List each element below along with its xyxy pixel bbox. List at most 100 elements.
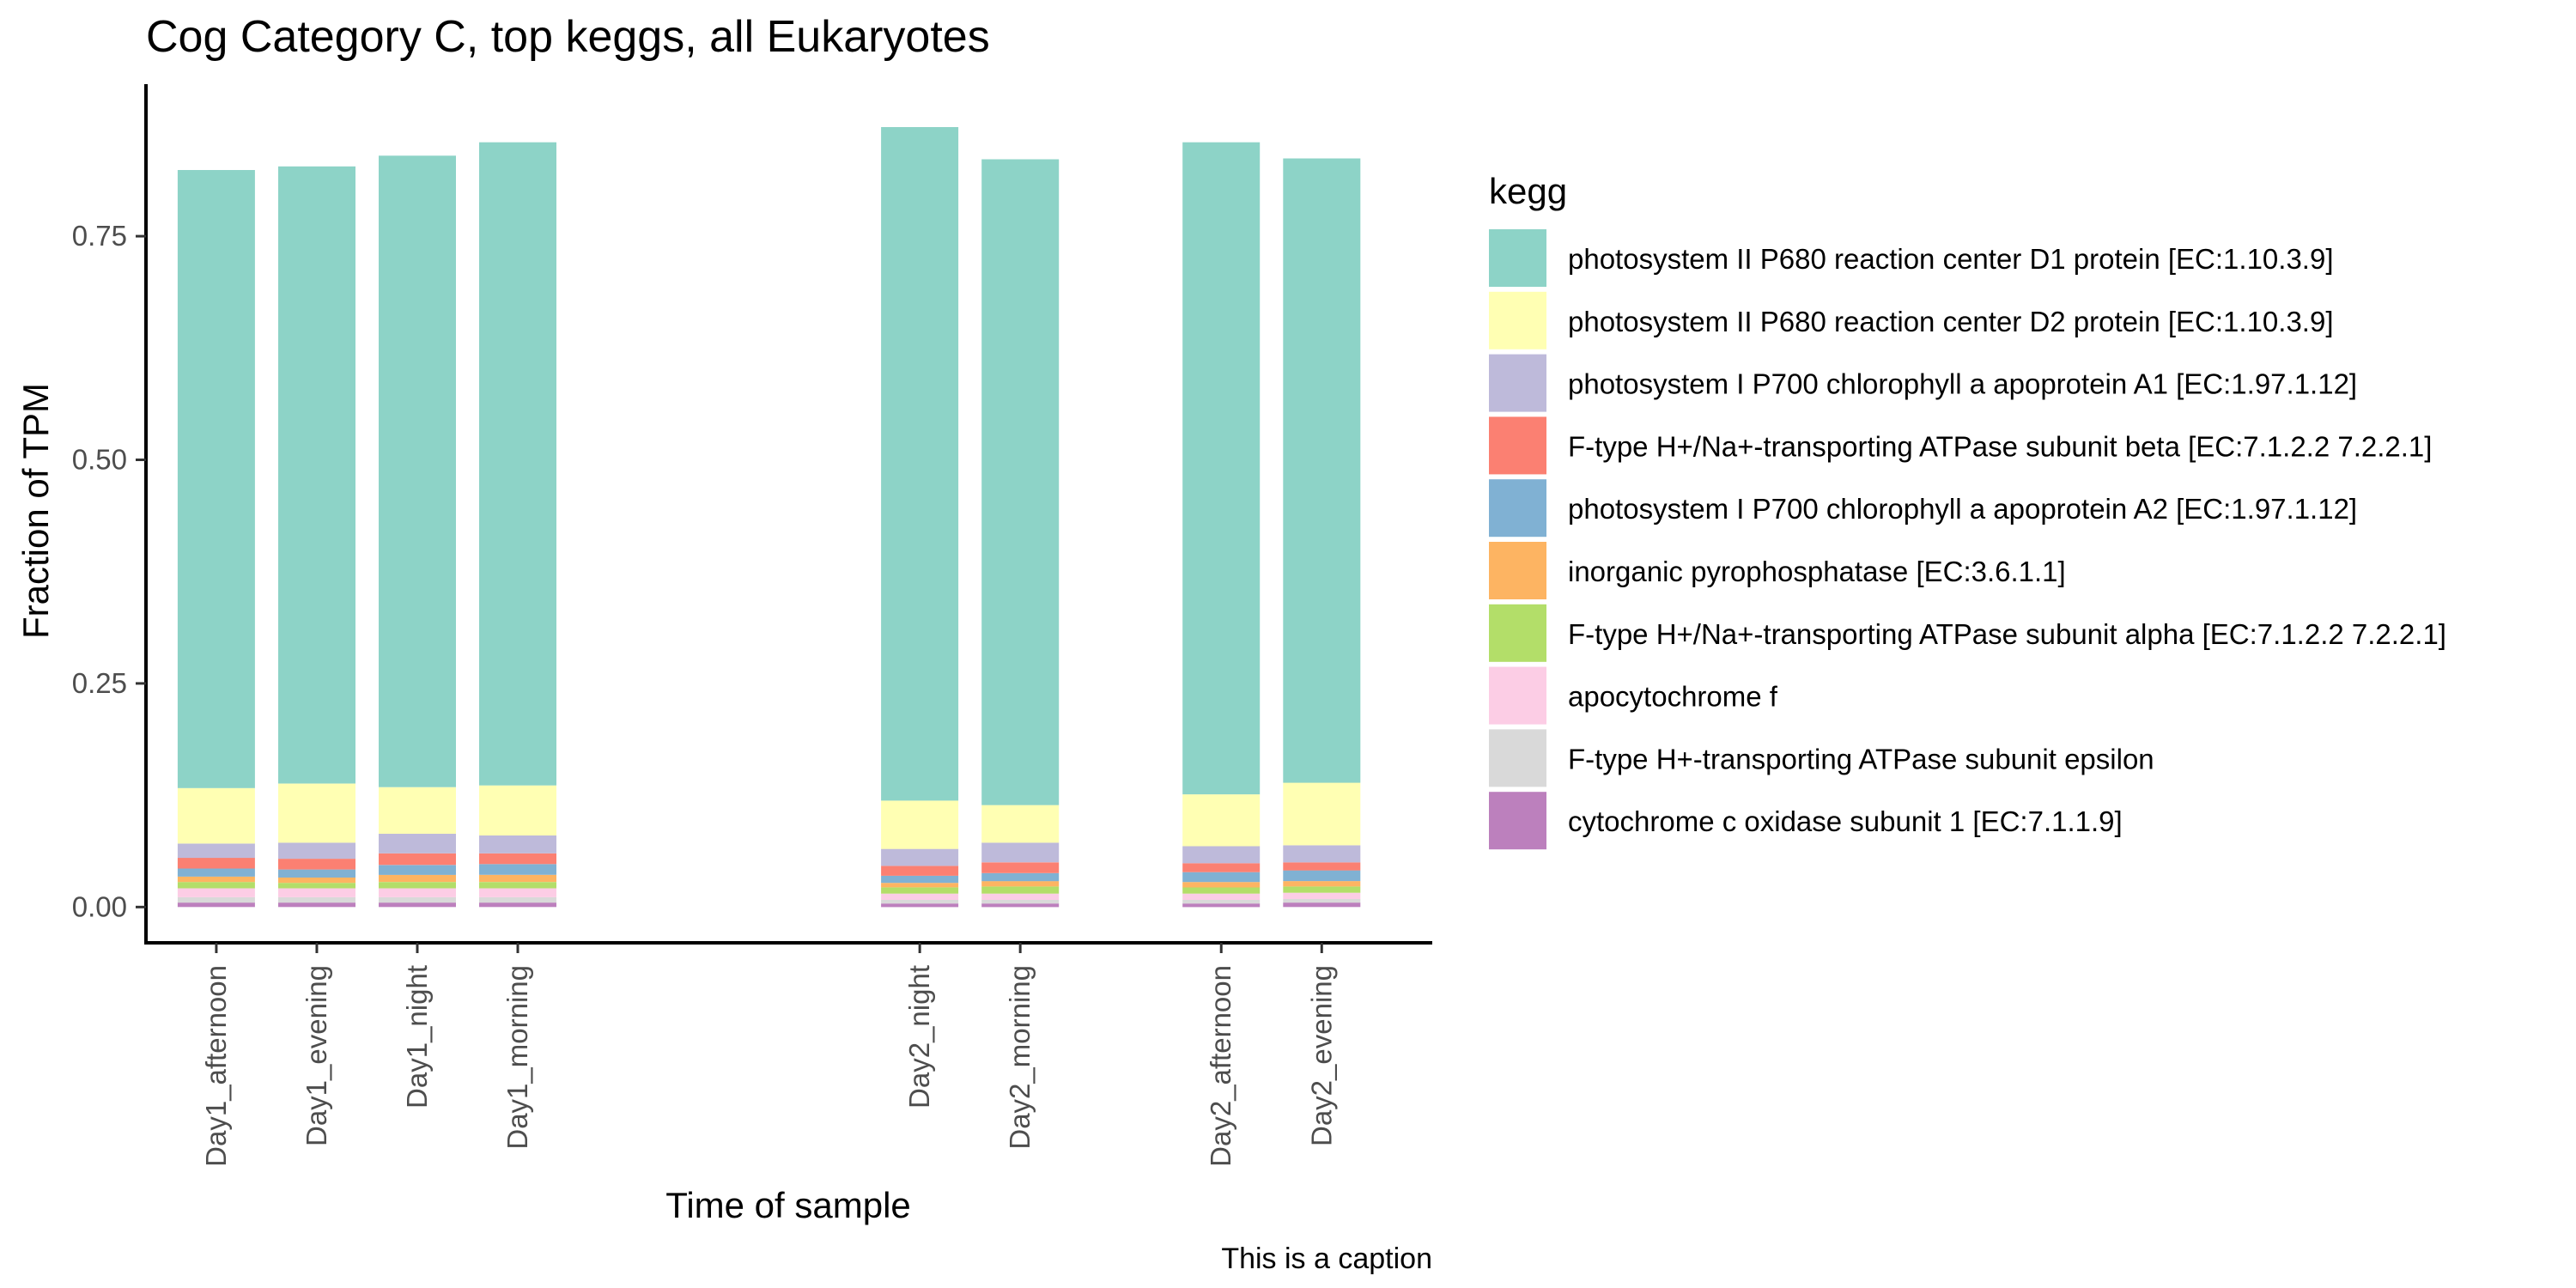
bar-segment [379,888,456,897]
legend-label: inorganic pyrophosphatase [EC:3.6.1.1] [1568,556,2066,587]
bar-segment [981,886,1060,894]
legend-swatch [1489,604,1546,662]
bar-segment [278,869,355,878]
bar-segment [881,903,959,908]
chart-title: Cog Category C, top keggs, all Eukaryote… [146,12,990,62]
bar-segment [177,902,255,908]
x-tick-label: Day1_night [401,965,433,1109]
bar-segment [278,888,355,897]
legend-label: F-type H+-transporting ATPase subunit ep… [1568,743,2154,775]
bar-segment [379,853,456,866]
bar-segment [177,170,255,788]
x-tick-label: Day1_afternoon [200,965,232,1167]
legend-item: F-type H+/Na+-transporting ATPase subuni… [1489,604,2446,662]
legend-label: cytochrome c oxidase subunit 1 [EC:7.1.1… [1568,805,2123,837]
bar-segment [1182,863,1261,872]
legend-swatch [1489,542,1546,599]
bar-segment [479,142,556,786]
bar-segment [479,785,556,835]
legend-item: cytochrome c oxidase subunit 1 [EC:7.1.1… [1489,792,2123,850]
bar-segment [881,900,959,904]
legend-item: inorganic pyrophosphatase [EC:3.6.1.1] [1489,542,2066,599]
bar-segment [1283,881,1361,887]
legend-swatch [1489,416,1546,475]
bar-segment [479,888,556,897]
bar-segment [177,888,255,897]
x-tick-label: Day2_afternoon [1205,965,1236,1167]
bar-segment [177,876,255,883]
bar-segment [881,893,959,900]
bar-segment [1283,782,1361,846]
bar-segment [881,848,959,866]
legend: kegg photosystem II P680 reaction center… [1489,171,2446,850]
bar-segment [479,853,556,865]
legend-swatch [1489,729,1546,787]
bar-segment [1182,794,1261,847]
bar-segment [379,833,456,854]
bar-segment [1182,887,1261,894]
legend-item: F-type H+-transporting ATPase subunit ep… [1489,729,2154,787]
bar-segment [379,865,456,875]
bar-segment [479,835,556,854]
legend-label: photosystem I P700 chlorophyll a apoprot… [1568,368,2357,400]
bar-segment [177,868,255,877]
bar-segment [278,878,355,884]
bar-segment [981,881,1060,887]
bar-segment [278,902,355,908]
bar-segment [881,875,959,884]
legend-item: photosystem I P700 chlorophyll a apoprot… [1489,479,2357,538]
bar-segment [1283,845,1361,863]
bar-segment [379,902,456,908]
bar-segment [379,874,456,883]
bars [177,127,1361,908]
bar-segment [278,859,355,870]
bar-segment [1182,872,1261,883]
y-tick-label: 0.75 [72,220,127,252]
bar-segment [177,882,255,889]
legend-swatch [1489,291,1546,349]
plot-panel: 0.00 0.25 0.50 0.75 Day1_afternoon Day1_even… [72,84,1432,1167]
x-tick-label: Day2_evening [1305,965,1337,1146]
bar-segment [479,882,556,889]
x-tick-label: Day1_morning [501,965,533,1150]
bar-segment [1283,870,1361,882]
bar-segment [379,787,456,834]
bar-segment [981,903,1060,908]
legend-swatch [1489,229,1546,287]
bar-segment [1182,142,1261,795]
bar-segment [1283,886,1361,893]
bar-segment [278,166,355,784]
legend-swatch [1489,479,1546,538]
legend-item: photosystem II P680 reaction center D1 p… [1489,229,2334,287]
bar-segment [177,787,255,844]
legend-items: photosystem II P680 reaction center D1 p… [1489,229,2446,850]
bar-segment [981,900,1060,904]
bar-segment [1182,882,1261,888]
bar-segment [379,896,456,903]
legend-label: apocytochrome f [1568,681,1778,713]
bar-segment [379,155,456,787]
bar-segment [1182,900,1261,904]
x-tick-label: Day2_morning [1004,965,1036,1150]
legend-label: photosystem II P680 reaction center D2 p… [1568,306,2334,337]
y-tick-label: 0.50 [72,444,127,476]
legend-item: photosystem II P680 reaction center D2 p… [1489,291,2334,349]
x-tick-label: Day2_night [903,965,935,1109]
bar-segment [379,882,456,889]
x-axis-ticks: Day1_afternoon Day1_evening Day1_night Day1… [200,943,1337,1167]
bar-segment [981,893,1060,900]
bar-segment [278,883,355,889]
bar-segment [278,842,355,860]
bar-segment [881,883,959,888]
bar-segment [881,887,959,894]
y-axis-label: Fraction of TPM [15,383,56,639]
legend-item: F-type H+/Na+-transporting ATPase subuni… [1489,416,2432,475]
legend-label: photosystem II P680 reaction center D1 p… [1568,243,2334,275]
y-axis-ticks: 0.00 0.25 0.50 0.75 [72,220,146,922]
legend-item: photosystem I P700 chlorophyll a apoprot… [1489,354,2357,412]
bar-segment [981,862,1060,873]
bar-segment [981,805,1060,843]
chart-caption: This is a caption [1221,1242,1432,1275]
bar-segment [479,864,556,875]
legend-swatch [1489,792,1546,850]
